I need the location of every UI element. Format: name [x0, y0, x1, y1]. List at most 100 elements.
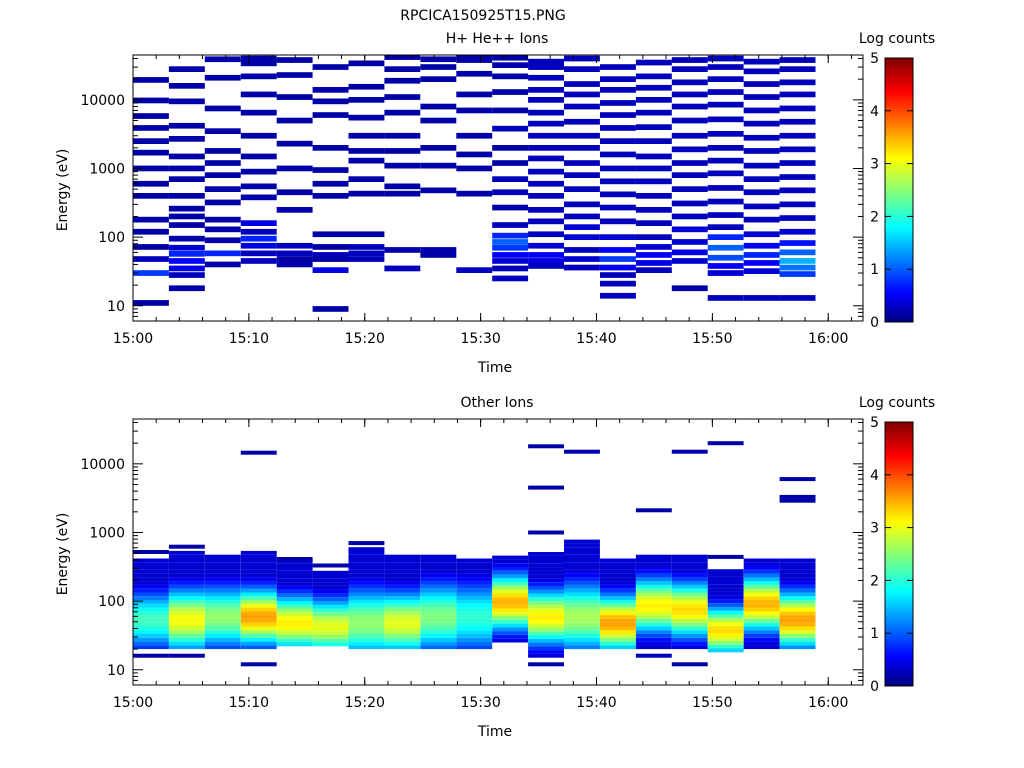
heatmap-cell	[312, 244, 349, 250]
heatmap-cell	[707, 270, 744, 276]
heatmap-cell	[133, 562, 169, 567]
heatmap-cell	[312, 612, 349, 617]
heatmap-cell	[707, 618, 744, 623]
y-tick-label: 10	[107, 299, 125, 315]
heatmap-cell	[240, 569, 277, 574]
heatmap-cell	[600, 622, 636, 627]
heatmap-cell	[276, 256, 313, 262]
heatmap-cell	[276, 578, 313, 583]
heatmap-cell	[133, 637, 169, 642]
heatmap-cell	[133, 550, 169, 554]
heatmap-cell	[492, 585, 529, 590]
heatmap-cell	[528, 578, 564, 583]
heatmap-cell	[348, 600, 385, 604]
heatmap-cell	[492, 222, 529, 228]
heatmap-cell	[492, 589, 529, 594]
heatmap-cell	[348, 132, 385, 139]
heatmap-cell	[564, 103, 600, 110]
heatmap-cell	[671, 172, 708, 178]
heatmap-cell	[671, 607, 708, 612]
heatmap-cell	[204, 569, 241, 574]
heatmap-cell	[671, 249, 708, 256]
heatmap-cell	[671, 146, 708, 153]
heatmap-cell	[276, 559, 313, 564]
heatmap-cell	[707, 614, 744, 619]
heatmap-cell	[564, 637, 600, 642]
heatmap-cell	[707, 588, 744, 592]
heatmap-cell	[779, 600, 816, 604]
colorbar-tick-label: 3	[870, 157, 879, 173]
heatmap-cell	[600, 611, 636, 616]
heatmap-cell	[312, 193, 349, 199]
heatmap-cell	[707, 55, 744, 62]
heatmap-cell	[348, 554, 385, 559]
heatmap-cell	[312, 256, 349, 262]
heatmap-cell	[779, 645, 816, 650]
heatmap-cell	[671, 584, 708, 589]
x-tick-label: 15:40	[576, 695, 616, 711]
heatmap-cell	[492, 62, 529, 68]
heatmap-cell	[564, 562, 600, 567]
heatmap-cell	[168, 235, 205, 242]
heatmap-cell	[420, 566, 457, 570]
heatmap-cell	[348, 607, 385, 612]
heatmap-cell	[168, 193, 205, 199]
heatmap-cell	[276, 72, 313, 78]
heatmap-cell	[564, 607, 600, 612]
heatmap-cell	[240, 645, 277, 650]
heatmap-cell	[492, 176, 529, 182]
heatmap-cell	[276, 207, 313, 213]
heatmap-cell	[743, 94, 780, 100]
heatmap-cell	[348, 592, 385, 597]
heatmap-cell	[707, 76, 744, 82]
heatmap-cell	[168, 622, 205, 627]
heatmap-cell	[635, 645, 672, 650]
heatmap-cell	[671, 626, 708, 631]
heatmap-cell	[204, 172, 241, 178]
heatmap-cell	[564, 615, 600, 619]
heatmap-cell	[671, 581, 708, 585]
heatmap-cell	[384, 190, 421, 197]
heatmap-cell	[168, 558, 205, 563]
heatmap-cell	[168, 165, 205, 172]
heatmap-cell	[420, 596, 457, 601]
heatmap-cell	[420, 554, 457, 559]
y-tick-label: 10	[107, 663, 125, 679]
heatmap-cell	[600, 562, 636, 567]
heatmap-cell	[635, 569, 672, 574]
heatmap-cell	[276, 612, 313, 617]
heatmap-cell	[564, 550, 600, 555]
heatmap-cell	[779, 630, 816, 634]
heatmap-cell	[168, 607, 205, 612]
heatmap-cell	[348, 637, 385, 642]
heatmap-cell	[707, 580, 744, 585]
heatmap-cell	[168, 272, 205, 278]
heatmap-cell	[240, 258, 277, 264]
heatmap-cell	[635, 562, 672, 567]
heatmap-cell	[240, 550, 277, 555]
heatmap-cell	[528, 231, 564, 238]
heatmap-cell	[707, 101, 744, 108]
heatmap-cell	[707, 234, 744, 240]
heatmap-cell	[456, 641, 493, 646]
heatmap-cell	[707, 157, 744, 164]
heatmap-cell	[456, 190, 493, 197]
heatmap-cell	[240, 596, 277, 601]
heatmap-cell	[600, 569, 636, 574]
heatmap-cell	[168, 653, 205, 658]
heatmap-cell	[348, 250, 385, 257]
heatmap-cell	[168, 285, 205, 292]
heatmap-cell	[240, 618, 277, 623]
y-ticks: 10 100 1000 10000	[80, 58, 863, 322]
heatmap-cell	[168, 213, 205, 220]
heatmap-cell	[492, 89, 529, 95]
heatmap-cell	[348, 547, 385, 551]
heatmap-cell	[312, 267, 349, 273]
heatmap-cell	[348, 550, 385, 555]
heatmap-cell	[779, 118, 816, 125]
heatmap-cell	[743, 592, 780, 597]
heatmap-cell	[312, 252, 349, 258]
heatmap-cell	[384, 600, 421, 604]
heatmap-cell	[600, 112, 636, 118]
